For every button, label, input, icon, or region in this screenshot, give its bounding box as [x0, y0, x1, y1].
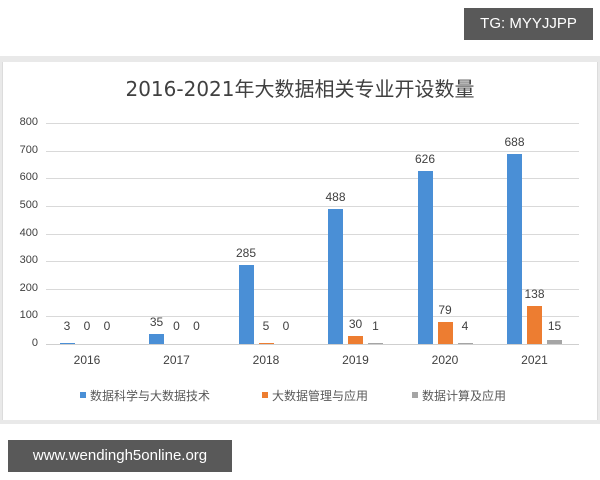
gridline — [46, 261, 579, 262]
gridline — [46, 151, 579, 152]
gridline — [46, 234, 579, 235]
bar — [59, 342, 75, 344]
gridline — [46, 344, 579, 345]
data-label: 285 — [235, 246, 257, 261]
data-label: 138 — [524, 286, 545, 301]
gridline — [46, 289, 579, 290]
legend-item: 数据计算及应用 — [412, 386, 506, 404]
data-label: 0 — [173, 319, 180, 333]
y-tick-label: 700 — [19, 144, 38, 156]
legend-swatch-icon — [412, 392, 418, 398]
x-tick-label: 2020 — [431, 353, 459, 367]
bar — [238, 265, 254, 344]
data-label: 79 — [438, 303, 452, 318]
y-tick-label: 600 — [19, 171, 38, 183]
x-tick-label: 2019 — [342, 353, 369, 367]
data-label: 0 — [103, 319, 111, 333]
data-label: 4 — [461, 319, 469, 333]
data-label: 0 — [282, 319, 290, 333]
legend-item: 大数据管理与应用 — [262, 386, 368, 404]
x-tick-label: 2018 — [252, 353, 280, 367]
legend-item: 数据科学与大数据技术 — [80, 386, 210, 404]
data-label: 1 — [372, 319, 379, 333]
bar — [149, 334, 164, 344]
data-label: 0 — [193, 319, 200, 333]
bar — [328, 209, 343, 344]
data-label: 30 — [348, 316, 363, 331]
data-label: 35 — [149, 315, 164, 330]
legend-label: 数据计算及应用 — [422, 388, 507, 403]
y-tick-label: 800 — [19, 116, 38, 128]
legend: 数据科学与大数据技术 大数据管理与应用 数据计算及应用 — [0, 386, 600, 404]
chart-title: 2016-2021年大数据相关专业开设数量 — [125, 77, 475, 101]
chart-panel — [2, 62, 598, 420]
data-label: 3 — [63, 319, 71, 333]
x-tick-label: 2017 — [163, 353, 190, 367]
y-tick-label: 0 — [31, 337, 38, 349]
x-tick-label: 2021 — [521, 353, 548, 367]
y-tick-label: 300 — [19, 254, 38, 266]
data-label: 488 — [325, 190, 346, 205]
legend-label: 数据科学与大数据技术 — [90, 388, 211, 403]
bar — [547, 339, 562, 344]
data-label: 15 — [547, 319, 562, 333]
gridline — [46, 316, 579, 317]
gridline — [46, 206, 579, 207]
gridline — [46, 178, 579, 179]
bar — [417, 171, 433, 344]
watermark-bottom: www.wendingh5online.org — [8, 440, 232, 472]
legend-label: 大数据管理与应用 — [272, 388, 369, 403]
y-tick-label: 500 — [19, 199, 38, 211]
bar — [527, 305, 542, 344]
bar — [348, 335, 363, 344]
data-label: 626 — [414, 152, 436, 167]
x-tick-label: 2016 — [73, 353, 101, 367]
legend-swatch-icon — [80, 392, 86, 398]
bar — [437, 322, 453, 344]
legend-swatch-icon — [262, 392, 268, 398]
y-tick-label: 100 — [19, 309, 38, 321]
y-tick-label: 400 — [19, 227, 38, 239]
bar — [258, 342, 274, 344]
y-tick-label: 200 — [19, 282, 38, 294]
gridline — [46, 123, 579, 124]
watermark-top: TG: MYYJJPP — [464, 8, 593, 40]
bar — [368, 342, 383, 344]
bar — [457, 342, 473, 344]
bar — [507, 153, 522, 344]
data-label: 688 — [504, 134, 525, 149]
data-label: 5 — [262, 319, 270, 333]
data-label: 0 — [83, 319, 91, 333]
